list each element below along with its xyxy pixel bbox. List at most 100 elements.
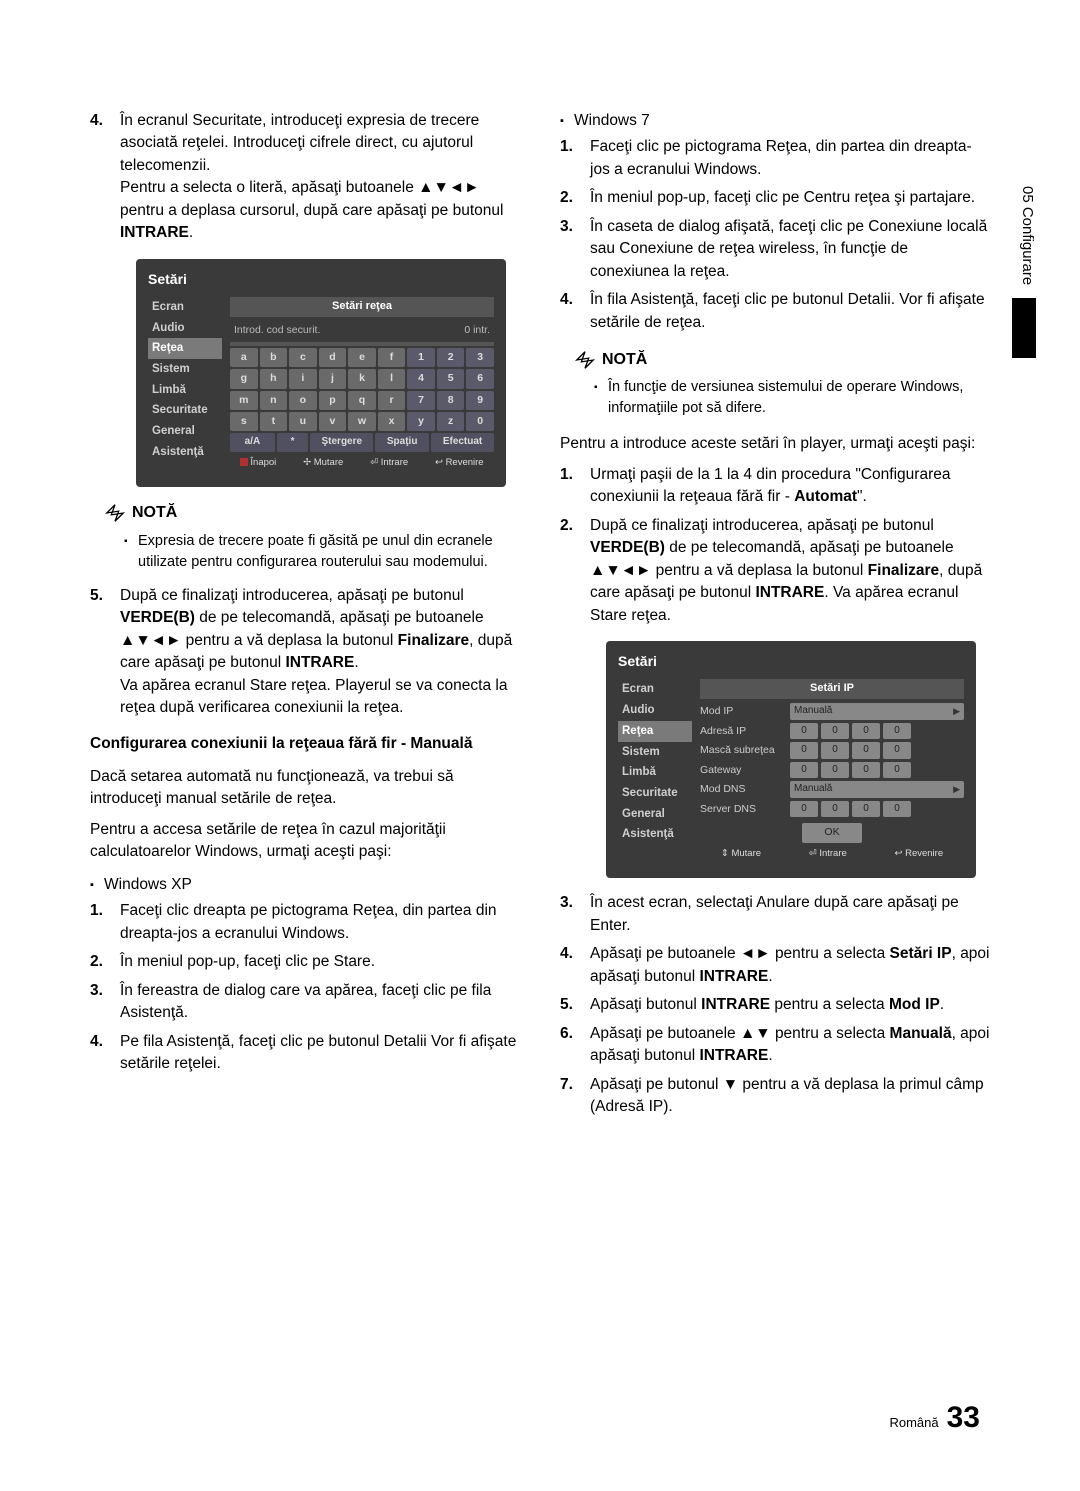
keyboard-key[interactable]: 0 — [466, 412, 494, 431]
keyboard-key[interactable]: o — [289, 391, 317, 410]
ip-box[interactable]: 0 — [821, 801, 849, 818]
keyboard-key[interactable]: n — [260, 391, 288, 410]
ip-box[interactable]: 0 — [821, 742, 849, 759]
keyboard-key[interactable]: h — [260, 369, 288, 388]
menu-item[interactable]: Audio — [148, 318, 222, 339]
ip-box[interactable]: 0 — [883, 762, 911, 779]
ip-box[interactable]: 0 — [790, 801, 818, 818]
keyboard-key[interactable]: s — [230, 412, 258, 431]
keyboard-key[interactable]: 6 — [466, 369, 494, 388]
keyboard-key[interactable]: Efectuat — [431, 433, 494, 452]
text: Expresia de trecere poate fi găsită pe u… — [138, 531, 520, 573]
menu-item[interactable]: Limbă — [618, 762, 692, 783]
keyboard-key[interactable]: * — [277, 433, 308, 452]
step-body: Pe fila Asistenţă, faceţi clic pe butonu… — [120, 1031, 520, 1076]
keyboard-key[interactable]: t — [260, 412, 288, 431]
keyboard-key[interactable]: l — [378, 369, 406, 388]
keyboard-key[interactable]: 1 — [407, 348, 435, 367]
keyboard-key[interactable]: a/A — [230, 433, 275, 452]
text: Apăsaţi pe butoanele ▲▼ pentru a selecta — [590, 1025, 890, 1042]
ip-box[interactable]: 0 — [821, 723, 849, 740]
menu-item[interactable]: Sistem — [618, 742, 692, 763]
keyboard-key[interactable]: 7 — [407, 391, 435, 410]
step-body: În fila Asistenţă, faceţi clic pe butonu… — [590, 289, 990, 334]
keyboard-key[interactable]: u — [289, 412, 317, 431]
keyboard-key[interactable]: 8 — [437, 391, 465, 410]
keyboard-key[interactable]: v — [319, 412, 347, 431]
proc-step-3: 3. În acest ecran, selectaţi Anulare dup… — [560, 892, 990, 937]
keyboard-key[interactable]: m — [230, 391, 258, 410]
menu-item[interactable]: Ecran — [618, 679, 692, 700]
panel-right: Setări reţea Introd. cod securit. 0 int r… — [230, 297, 494, 469]
ip-box[interactable]: 0 — [790, 742, 818, 759]
keyboard-key[interactable]: x — [378, 412, 406, 431]
keyboard-key[interactable]: e — [348, 348, 376, 367]
menu-item[interactable]: General — [148, 421, 222, 442]
menu-item[interactable]: Limbă — [148, 380, 222, 401]
menu-item[interactable]: Securitate — [618, 783, 692, 804]
menu-item[interactable]: Reţea — [618, 721, 692, 742]
menu-item[interactable]: Asistenţă — [148, 442, 222, 463]
keyboard-key[interactable]: 9 — [466, 391, 494, 410]
keyboard-key[interactable]: p — [319, 391, 347, 410]
w7-step-3: 3. În caseta de dialog afişată, faceţi c… — [560, 216, 990, 283]
keyboard-key[interactable]: 3 — [466, 348, 494, 367]
menu-item[interactable]: Ecran — [148, 297, 222, 318]
keyboard-key[interactable]: i — [289, 369, 317, 388]
ip-box[interactable]: 0 — [821, 762, 849, 779]
ip-box[interactable]: 0 — [883, 742, 911, 759]
proc-step-6: 6. Apăsaţi pe butoanele ▲▼ pentru a sele… — [560, 1023, 990, 1068]
ip-box[interactable]: 0 — [790, 762, 818, 779]
keyboard-key[interactable]: d — [319, 348, 347, 367]
keyboard-key[interactable]: 5 — [437, 369, 465, 388]
bold: INTRARE — [699, 1047, 768, 1064]
keyboard-key[interactable]: q — [348, 391, 376, 410]
xp-step-1: 1. Faceţi clic dreapta pe pictograma Reţ… — [90, 900, 520, 945]
keyboard-key[interactable]: b — [260, 348, 288, 367]
keyboard-key[interactable]: z — [437, 412, 465, 431]
panel-banner: Setări reţea — [230, 297, 494, 317]
keyboard-key[interactable]: w — [348, 412, 376, 431]
footer: Română 33 — [889, 1401, 980, 1435]
right-column: ▪ Windows 7 1. Faceţi clic pe pictograma… — [560, 110, 990, 1125]
ip-box[interactable]: 0 — [883, 801, 911, 818]
keyboard-key[interactable]: c — [289, 348, 317, 367]
ip-box[interactable]: 0 — [852, 723, 880, 740]
keyboard-key[interactable]: 2 — [437, 348, 465, 367]
keyboard-key[interactable]: a — [230, 348, 258, 367]
text: . — [768, 1047, 772, 1064]
ip-box[interactable]: 0 — [852, 762, 880, 779]
menu-item[interactable]: Reţea — [148, 338, 222, 359]
text: Introd. cod securit. — [234, 323, 320, 338]
keyboard-key[interactable]: Ştergere — [310, 433, 373, 452]
menu-item[interactable]: Asistenţă — [618, 824, 692, 845]
menu-item[interactable]: General — [618, 804, 692, 825]
text: . — [354, 654, 358, 671]
keyboard-key[interactable]: k — [348, 369, 376, 388]
ip-select[interactable]: Manuală▶ — [790, 703, 964, 720]
ok-button[interactable]: OK — [802, 823, 862, 842]
keyboard-key[interactable]: f — [378, 348, 406, 367]
menu-item[interactable]: Securitate — [148, 400, 222, 421]
text: Windows 7 — [574, 110, 650, 132]
ip-box[interactable]: 0 — [883, 723, 911, 740]
keyboard-key[interactable]: j — [319, 369, 347, 388]
ip-box[interactable]: 0 — [852, 742, 880, 759]
ip-box[interactable]: 0 — [852, 801, 880, 818]
ip-select[interactable]: Manuală▶ — [790, 781, 964, 798]
keyboard-key[interactable]: g — [230, 369, 258, 388]
keyboard-key[interactable]: y — [407, 412, 435, 431]
keyboard-key[interactable]: Spaţiu — [375, 433, 429, 452]
keyboard-key[interactable]: 4 — [407, 369, 435, 388]
menu-item[interactable]: Sistem — [148, 359, 222, 380]
w7-step-2: 2. În meniul pop-up, faceţi clic pe Cent… — [560, 187, 990, 209]
bold: INTRARE — [701, 996, 770, 1013]
ip-box[interactable]: 0 — [790, 723, 818, 740]
bold: INTRARE — [120, 224, 189, 241]
keyboard-key[interactable]: r — [378, 391, 406, 410]
note-body: ▪ Expresia de trecere poate fi găsită pe… — [124, 531, 520, 573]
menu-item[interactable]: Audio — [618, 700, 692, 721]
step-num: 1. — [90, 900, 120, 945]
os-heading-xp: ▪ Windows XP — [90, 874, 520, 896]
hint-text: ↩ Revenire — [435, 456, 484, 470]
